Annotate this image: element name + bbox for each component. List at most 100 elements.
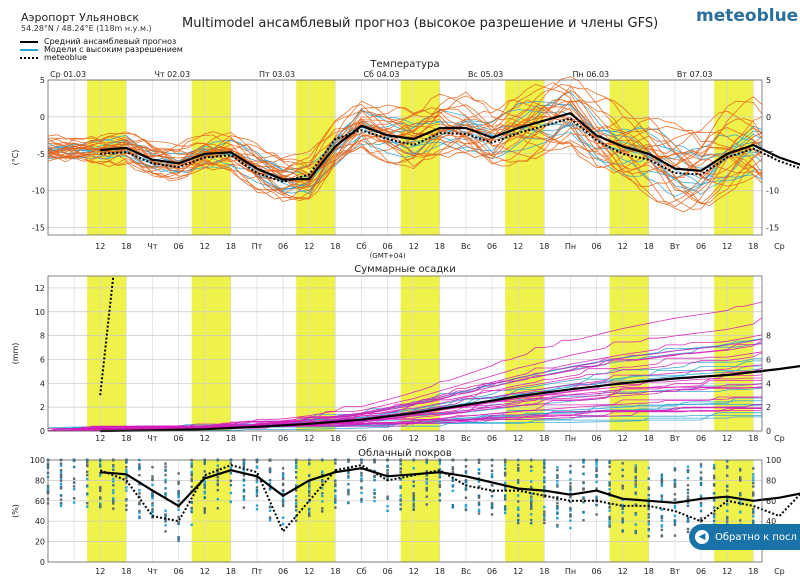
cloud-member-point [686,488,690,491]
cloud-member-point [164,530,167,533]
temperature-ytick-label-right: 5 [766,76,771,85]
cloud-member-point [556,506,559,509]
cloud-member-point [490,490,494,493]
cloud-member-point [59,462,63,465]
cloud-hires-member-point [686,476,690,480]
cloud-member-point [556,504,559,508]
cloud-member-point [673,523,677,527]
cloud-member-point [634,480,637,483]
cloud-member-point [347,493,350,496]
cloud-member-point [294,499,298,502]
cloud-cover-ytick-label: 80 [35,476,45,485]
temperature-ytick-label: -15 [32,224,45,233]
cloud-member-point [373,478,376,482]
cloud-member-point [516,469,520,472]
cloud-hires-member-point [308,486,311,490]
temperature-xtick-label: 18 [330,242,340,251]
cloud-member-point [451,504,455,507]
cloud-hires-member-point [112,491,115,495]
cloud-hires-member-point [516,506,520,509]
cloud-hires-member-point [268,482,272,485]
brand-logo[interactable]: meteoblue [696,6,799,26]
cloud-member-point [621,529,624,532]
cloud-hires-member-point [242,498,246,501]
page-title: Multimodel ансамблевый прогноз (высокое … [182,16,659,31]
cloud-member-point [203,486,206,489]
cloud-member-point [530,485,533,489]
precipitation-ytick-label-right: 8 [766,332,771,341]
cloud-member-point [151,507,154,511]
cloud-member-point [464,480,468,483]
cloud-member-point [660,479,664,482]
cloud-member-point [412,494,415,497]
cloud-hires-member-point [582,461,585,464]
cloud-member-point [543,493,546,497]
cloud-member-point [190,501,193,504]
cloud-member-point [177,480,180,484]
cloud-member-point [725,465,729,468]
cloud-member-point [673,493,677,496]
cloud-member-point [595,473,598,477]
cloud-member-point [59,487,63,490]
cloud-member-point [516,500,520,503]
cloud-member-point [268,479,272,482]
cloud-member-point [608,517,611,521]
cloud-member-point [673,519,677,523]
cloud-member-point [412,507,415,511]
cloud-member-point [739,476,742,479]
precipitation-ensemble-member-line [48,339,763,431]
cloud-member-point [490,494,494,498]
cloud-member-point [308,474,311,477]
cloud-member-point [464,487,468,490]
cloud-hires-member-point [294,501,298,505]
cloud-hires-member-point [543,515,546,519]
cloud-member-point [752,491,755,494]
cloud-member-point [216,479,219,482]
temperature-xtick-label: 06 [487,242,497,251]
cloud-hires-member-point [438,462,442,465]
location-title: Аэропорт Ульяновск [21,11,140,24]
cloud-hires-member-point [556,483,559,486]
cloud-member-point [412,480,415,483]
cloud-member-point [125,508,128,512]
precipitation-ylabel: (mm) [11,343,20,365]
cloud-cover-frame [47,459,763,563]
precipitation-xtick-label: 18 [121,434,131,443]
cloud-hires-member-point [569,478,572,481]
back-to-latest-button[interactable]: ◀ Обратно к посл [689,524,800,550]
cloud-hires-member-point [739,510,742,514]
cloud-member-point [321,492,324,495]
cloud-member-point [477,485,481,489]
cloud-member-point [516,519,520,522]
cloud-member-point [569,487,572,490]
cloud-member-point [595,487,598,490]
cloud-hires-member-point [360,477,363,480]
cloud-hires-member-point [595,460,598,464]
precipitation-xtick-label: Вт [670,434,680,443]
cloud-member-point [634,491,637,494]
cloud-hires-member-point [373,488,376,492]
cloud-member-point [608,472,611,476]
precipitation-ytick-label-right: 4 [766,379,771,388]
temperature-xtick-label: 12 [722,242,732,251]
cloud-member-point [294,471,298,474]
cloud-member-point [125,465,128,469]
cloud-member-point [72,477,76,480]
cloud-member-point [634,511,637,515]
cloud-member-point [543,521,546,525]
cloud-member-point [242,463,246,466]
cloud-cover-ytick-label-right: 80 [766,476,776,485]
cloud-hires-member-point [164,493,167,496]
cloud-member-point [425,486,428,490]
cloud-cover-ytick-label: 100 [30,456,45,465]
cloud-member-point [399,503,402,506]
temperature-xtick-label: 12 [304,242,314,251]
cloud-member-point [660,482,664,485]
cloud-member-point [255,476,259,480]
cloud-member-point [425,474,428,477]
cloud-member-point [177,537,180,540]
temperature-xtick-label: Пт [252,242,263,251]
arrow-left-icon: ◀ [695,530,709,544]
cloud-hires-member-point [543,505,546,509]
cloud-hires-member-point [72,501,76,504]
